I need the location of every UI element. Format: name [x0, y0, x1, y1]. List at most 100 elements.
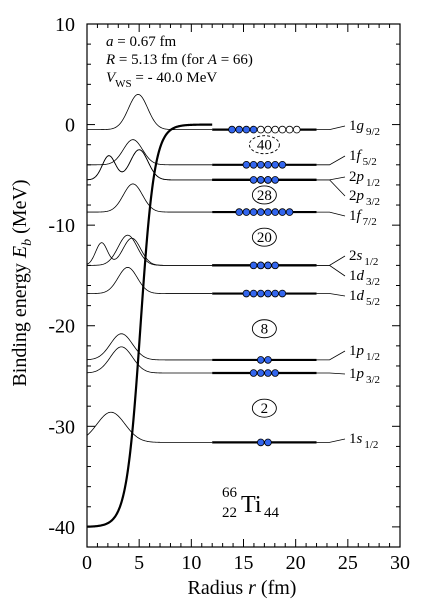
- nucleon-dot: [271, 125, 279, 134]
- potential-curve: [86, 123, 213, 528]
- nucleon-dot: [242, 208, 251, 216]
- wavefunction-curve: [86, 333, 213, 361]
- wavefunction-curve: [86, 411, 213, 443]
- nucleon-dot: [249, 176, 258, 184]
- magic-number-ellipse: [251, 319, 277, 339]
- nucleon-dot: [256, 125, 265, 134]
- nucleon-dot: [264, 261, 272, 270]
- y-tick-label: 0: [65, 115, 75, 137]
- axis-ticks: 0 5 10 15 20 25 30 -40 -30 -20 -10 0 10: [48, 14, 410, 574]
- nucleon-dot: [278, 289, 287, 298]
- nucleon-dot: [228, 125, 236, 134]
- nucleon-dot: [278, 161, 287, 169]
- nucleon-dot: [249, 261, 258, 270]
- wavefunction-curve: [86, 149, 213, 181]
- level-label: 1d 5/2: [349, 288, 380, 308]
- nucleon-dot: [264, 125, 272, 134]
- nucleon-dot: [256, 176, 265, 184]
- wavefunction-curve: [87, 94, 213, 131]
- x-tick-label: 30: [390, 552, 410, 574]
- magic-number-label: 2: [261, 401, 269, 417]
- magic-number-ellipse: [248, 135, 280, 155]
- nucleon-dot: [285, 208, 294, 216]
- parameter-box: a = 0.67 fm R = 5.13 fm (for A = 66) VWS…: [105, 34, 253, 90]
- nucleon-dot: [292, 125, 301, 134]
- nucleon-dot: [256, 369, 265, 377]
- nucleon-dot: [278, 208, 287, 216]
- level-leader-line: [316, 255, 346, 266]
- nucleon-dot: [264, 176, 272, 184]
- nucleon-dot: [249, 369, 258, 377]
- nucleon-dot: [271, 369, 279, 377]
- nucleon-dot: [256, 161, 265, 169]
- nucleon-dot: [242, 161, 251, 169]
- magic-number-ellipse: [251, 227, 277, 247]
- nucleon-dot: [285, 125, 294, 134]
- y-tick-label: 10: [55, 14, 75, 36]
- energy-levels: [212, 125, 317, 447]
- magic-number-ellipse: [251, 398, 277, 418]
- nucleus-symbol: 66 22 Ti 44: [222, 485, 280, 521]
- magic-number-label: 8: [261, 322, 269, 338]
- nucleon-dot: [278, 125, 287, 134]
- x-tick-label: 10: [181, 552, 201, 574]
- x-tick-label: 20: [286, 552, 306, 574]
- nucleon-dot: [242, 125, 251, 134]
- x-tick-label: 25: [338, 552, 358, 574]
- level-labels: 1g 9/2 1f 5/22p 1/22p 3/21f 7/2 2s 1/21d 3/21d 5/2…: [316, 118, 380, 451]
- nucleon-dot: [249, 125, 258, 134]
- magic-number-label: 28: [257, 188, 272, 204]
- y-tick-label: -30: [48, 416, 75, 438]
- level-label: 2p 1/2: [349, 169, 380, 189]
- wavefunction-curve: [87, 266, 213, 294]
- x-axis-label: Radius r (fm): [188, 577, 297, 599]
- x-tick-label: 5: [134, 552, 144, 574]
- magic-numbers: 40 28 20 8 2: [248, 135, 280, 418]
- param-depth: VWS = - 40.0 MeV: [106, 70, 217, 90]
- y-tick-label: -20: [48, 316, 75, 338]
- magic-number-label: 40: [257, 138, 272, 154]
- x-tick-label: 0: [82, 552, 92, 574]
- level-leader-line: [316, 264, 346, 277]
- level-leader-line: [316, 125, 346, 131]
- nucleon-dot: [242, 289, 251, 298]
- level-leader-line: [316, 438, 346, 443]
- nucleon-dot: [271, 161, 279, 169]
- param-radius: R = 5.13 fm (for A = 66): [105, 52, 253, 68]
- nucleon-dot: [264, 438, 272, 447]
- y-axis-label: Binding energy Eb (MeV): [9, 179, 35, 386]
- level-label: 2s 1/2: [349, 248, 378, 268]
- nucleon-dot: [256, 208, 265, 216]
- nucleon-dot: [264, 208, 272, 216]
- element-symbol: Ti: [241, 492, 262, 518]
- proton-number: 22: [222, 505, 237, 521]
- level-label: 1f 5/2: [349, 148, 377, 168]
- magic-number-label: 20: [257, 230, 272, 246]
- nucleon-dot: [271, 261, 279, 270]
- nucleon-dot: [264, 289, 272, 298]
- nucleon-dot: [235, 125, 243, 134]
- level-label: 1f 7/2: [349, 208, 377, 228]
- nucleon-dot: [271, 208, 279, 216]
- wavefunction-curve: [87, 234, 213, 266]
- nucleon-dot: [256, 289, 265, 298]
- magic-number-ellipse: [251, 185, 277, 205]
- y-tick-label: -10: [48, 215, 75, 237]
- level-leader-line: [316, 350, 346, 361]
- nucleon-dot: [271, 176, 279, 184]
- level-label: 1p 3/2: [349, 366, 380, 386]
- nucleon-dot: [264, 356, 272, 364]
- level-label: 2p 3/2: [349, 188, 380, 208]
- nucleon-dot: [249, 161, 258, 169]
- wavefunction-curve: [86, 237, 213, 266]
- level-label: 1d 3/2: [349, 268, 380, 288]
- nucleon-dot: [271, 289, 279, 298]
- wavefunction-curves: [86, 94, 213, 443]
- x-tick-label: 15: [234, 552, 254, 574]
- wavefunction-curve: [87, 139, 213, 166]
- level-leader-line: [316, 211, 346, 217]
- mass-number: 66: [222, 485, 238, 501]
- neutron-number: 44: [264, 505, 280, 521]
- nucleon-dot: [249, 208, 258, 216]
